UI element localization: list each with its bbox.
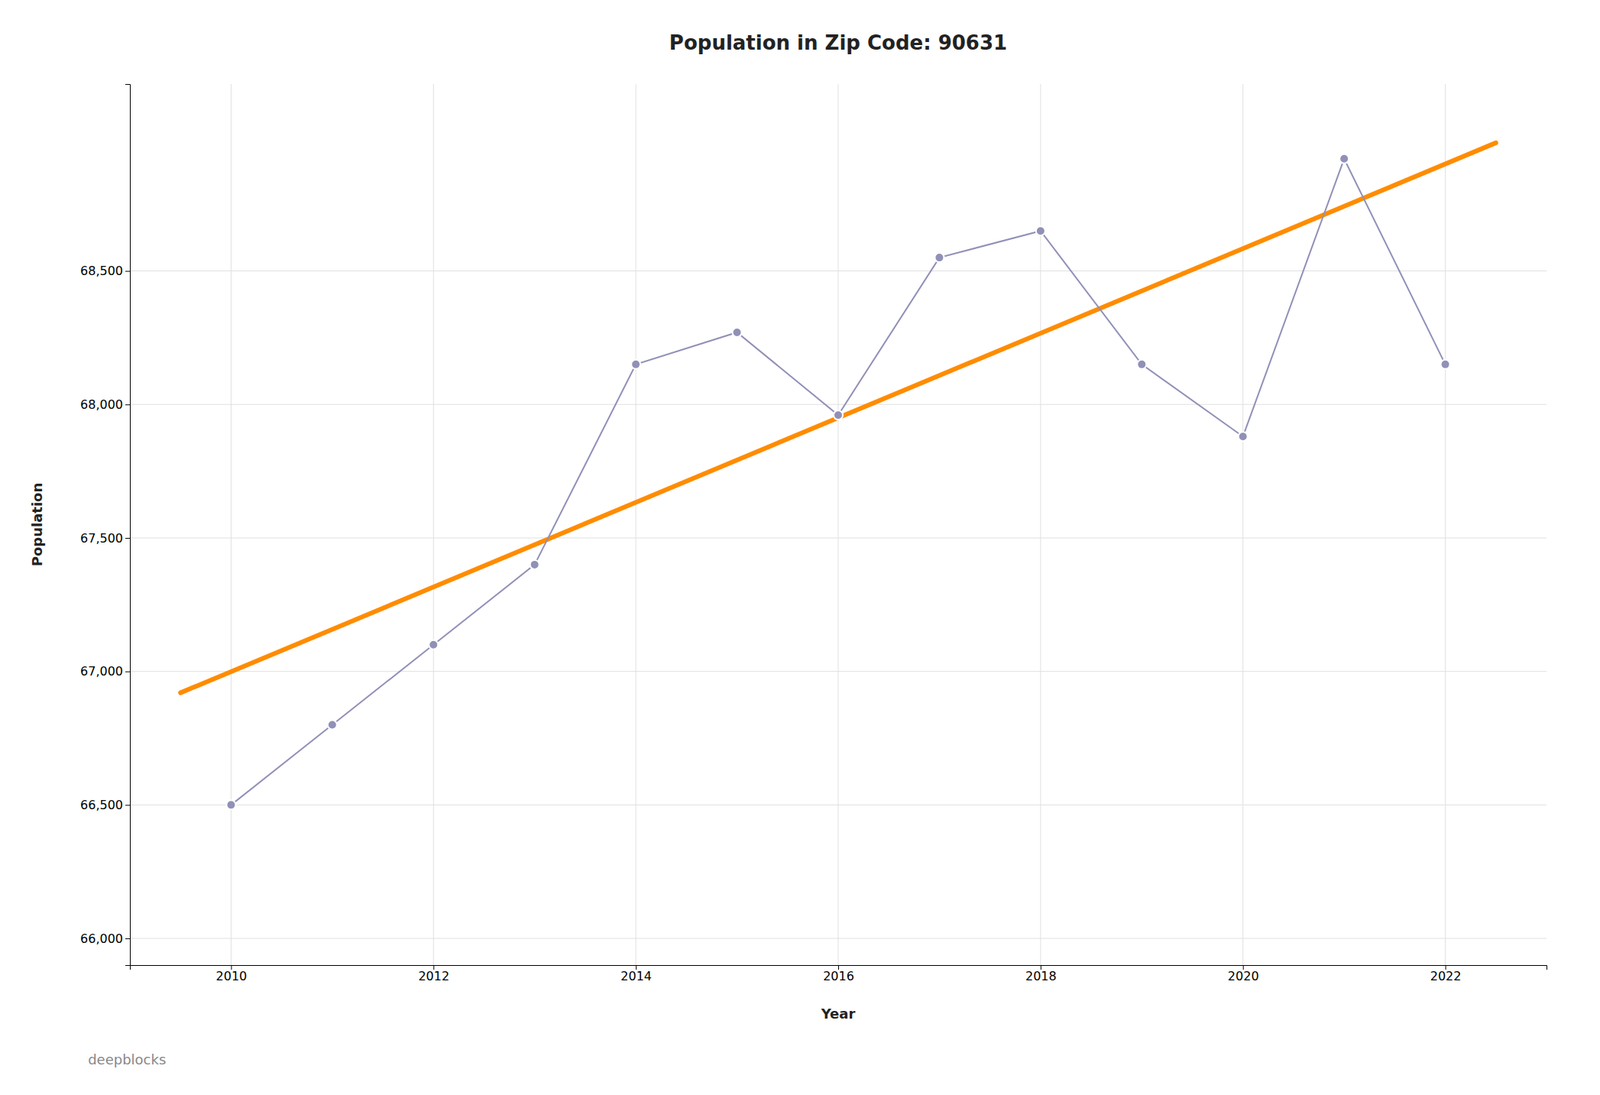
x-axis-title: Year (820, 1005, 856, 1022)
tick-mark (125, 271, 130, 273)
tick: 2018 (1025, 965, 1057, 984)
tick-label: 66,000 (80, 931, 124, 946)
tick-label: 2014 (620, 968, 652, 984)
data-line (230, 158, 1445, 806)
y-axis-title: Population (29, 482, 46, 567)
axis-line (125, 84, 131, 966)
data-point (530, 560, 540, 570)
data-point (226, 800, 236, 810)
data-point (732, 327, 742, 337)
tick-mark (125, 671, 130, 673)
grid-line-x (433, 84, 435, 966)
grid-line-x (838, 84, 839, 966)
grid-line-x (1444, 84, 1446, 966)
tick-mark (125, 537, 130, 539)
data-point (1441, 359, 1451, 370)
tick: 66,000 (80, 931, 130, 946)
tick: 67,500 (80, 531, 130, 546)
data-point (428, 640, 438, 650)
tick-label: 2018 (1025, 968, 1057, 984)
tick: 2014 (620, 965, 652, 984)
tick: 2010 (216, 965, 248, 984)
grid-line-x (1242, 84, 1244, 966)
tick-label: 2012 (417, 968, 450, 984)
data-point (1136, 359, 1147, 370)
title: Population in Zip Code: 90631 (669, 31, 1008, 55)
data-point (1036, 226, 1046, 236)
grid-line-x (1039, 84, 1041, 966)
tick: 67,000 (80, 663, 130, 679)
plot-area: 2010 2012 2014 2016 2018 2020 2022 66,000 66,500… (80, 84, 1547, 984)
data-point (1238, 431, 1248, 441)
tick-label: 68,500 (80, 263, 124, 279)
data-point (934, 252, 944, 263)
chart: 2010 2012 2014 2016 2018 2020 2022 66,000 66,500… (0, 0, 1600, 1095)
data-point (1339, 154, 1349, 164)
watermark: deepblocks (87, 1051, 166, 1068)
tick-label: 2010 (216, 968, 248, 984)
tick-label: 67,500 (80, 531, 124, 546)
y-axis: 66,000 66,500 67,000 67,500 68,000 68,500 (80, 84, 130, 966)
data-point (631, 359, 641, 370)
tick-label: 68,000 (80, 397, 124, 412)
tick: 66,500 (80, 797, 130, 813)
tick-label: 67,000 (80, 663, 124, 679)
x-axis: 2010 2012 2014 2016 2018 2020 2022 (130, 965, 1548, 984)
tick-label: 2020 (1227, 968, 1260, 984)
tick-label: 2016 (822, 968, 855, 984)
marks (180, 142, 1497, 810)
data-point (327, 720, 337, 730)
tick: 68,500 (80, 263, 130, 279)
tick-label: 66,500 (80, 797, 124, 813)
tick-mark (125, 938, 130, 940)
grid (129, 84, 1547, 966)
tick-mark (125, 404, 130, 405)
trend-line (180, 142, 1497, 694)
tick: 2012 (417, 965, 450, 984)
tick: 68,000 (80, 397, 130, 412)
tick-label: 2022 (1430, 968, 1462, 984)
tick-mark (125, 804, 130, 806)
grid-line-x (230, 84, 232, 966)
grid-line-x (635, 84, 637, 966)
tick: 2020 (1227, 965, 1260, 984)
tick: 2016 (822, 965, 855, 984)
tick: 2022 (1430, 965, 1462, 984)
data-point (833, 410, 843, 420)
